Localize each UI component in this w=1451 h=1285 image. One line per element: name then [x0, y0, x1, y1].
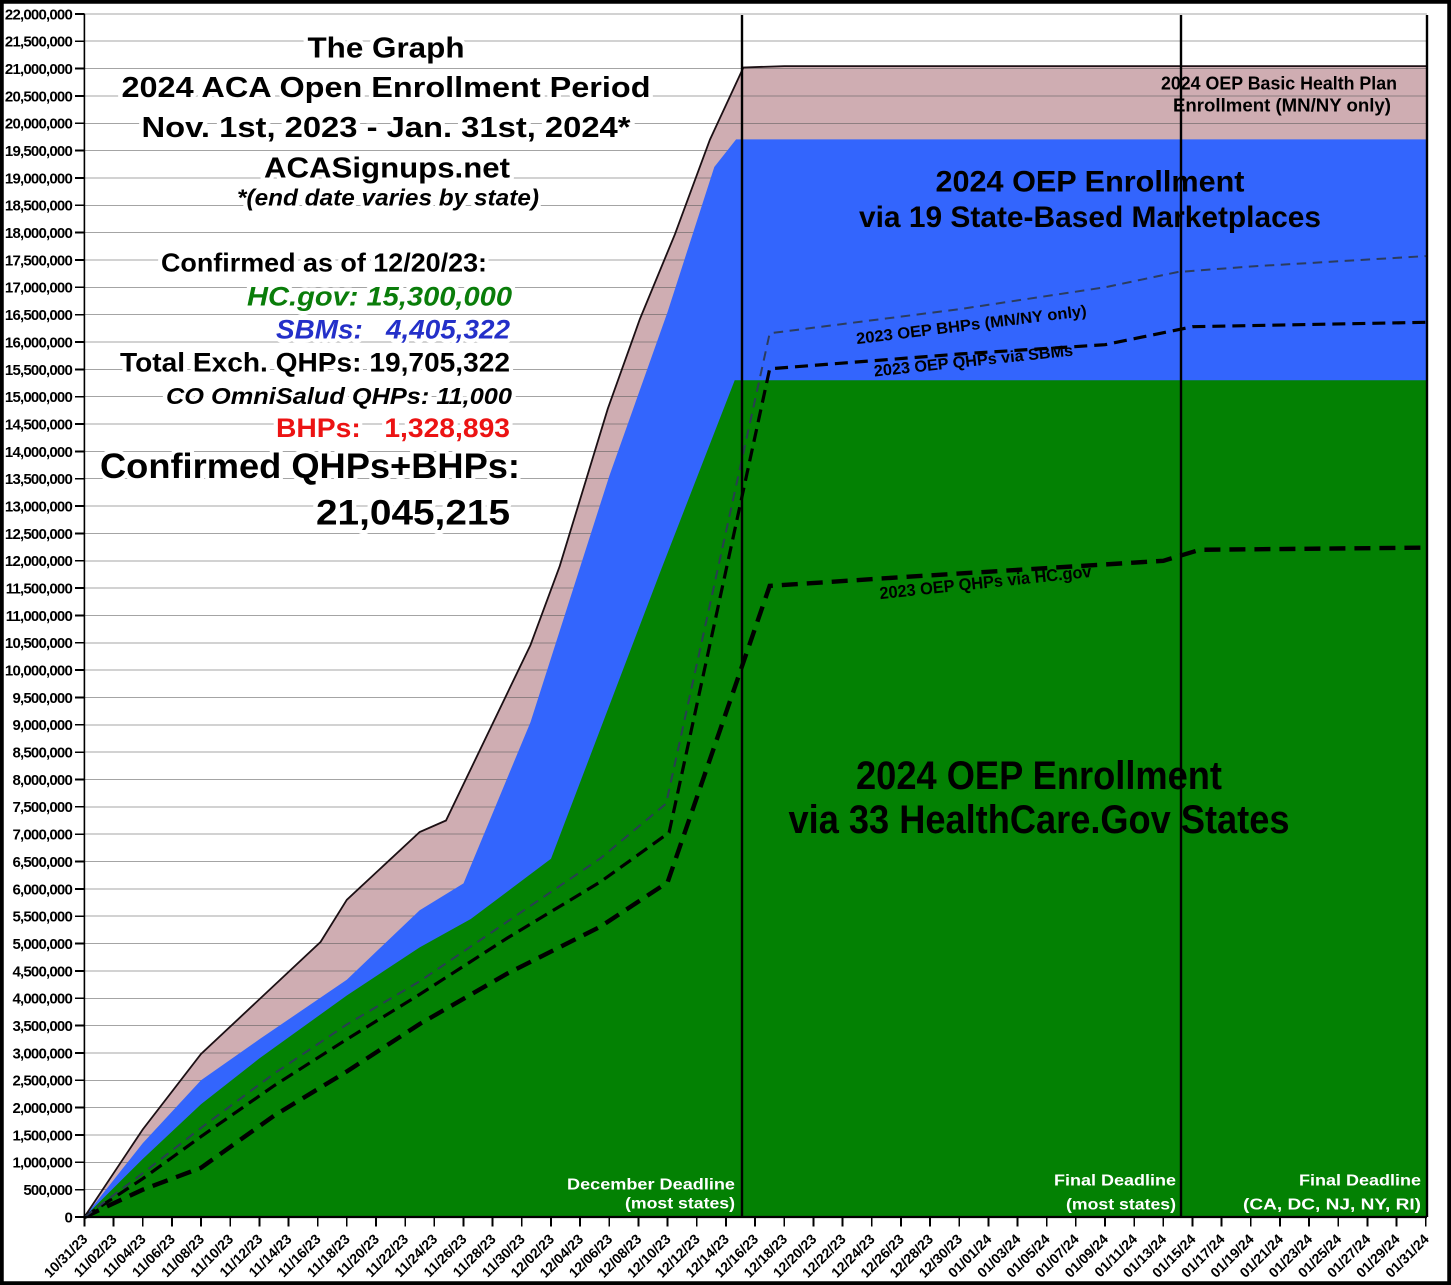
svg-text:2024 OEP Enrollment: 2024 OEP Enrollment	[936, 166, 1245, 199]
svg-text:(CA, DC, NJ, NY, RI): (CA, DC, NJ, NY, RI)	[1243, 1197, 1421, 1214]
svg-text:2024 OEP Basic Health Plan: 2024 OEP Basic Health Plan	[1161, 74, 1397, 94]
svg-text:6,000,000: 6,000,000	[12, 881, 72, 898]
svg-text:Total Exch. QHPs: 19,705,322: Total Exch. QHPs: 19,705,322	[120, 348, 510, 378]
svg-text:16,000,000: 16,000,000	[5, 334, 73, 351]
svg-text:8,500,000: 8,500,000	[12, 745, 72, 762]
svg-text:22,000,000: 22,000,000	[5, 6, 73, 23]
svg-text:via 33 HealthCare.Gov States: via 33 HealthCare.Gov States	[789, 798, 1290, 842]
svg-text:18,500,000: 18,500,000	[5, 198, 73, 215]
svg-text:14,000,000: 14,000,000	[5, 444, 73, 461]
svg-text:8,000,000: 8,000,000	[12, 772, 72, 789]
svg-text:Enrollment (MN/NY only): Enrollment (MN/NY only)	[1173, 96, 1391, 116]
svg-text:1,000,000: 1,000,000	[12, 1155, 72, 1172]
svg-text:via 19 State-Based Marketplace: via 19 State-Based Marketplaces	[859, 201, 1321, 234]
svg-text:21,045,215: 21,045,215	[316, 494, 510, 533]
svg-text:10,000,000: 10,000,000	[5, 663, 73, 680]
svg-text:Final Deadline: Final Deadline	[1299, 1173, 1421, 1190]
svg-text:2024 ACA Open Enrollment Perio: 2024 ACA Open Enrollment Period	[122, 72, 651, 104]
svg-text:15,500,000: 15,500,000	[5, 362, 73, 379]
svg-text:11,000,000: 11,000,000	[6, 608, 73, 625]
svg-text:*(end date varies by state): *(end date varies by state)	[237, 185, 539, 211]
svg-text:21,000,000: 21,000,000	[5, 61, 73, 78]
svg-text:5,000,000: 5,000,000	[12, 936, 72, 953]
svg-text:500,000: 500,000	[23, 1182, 72, 1199]
svg-text:4,500,000: 4,500,000	[12, 963, 72, 980]
svg-text:17,000,000: 17,000,000	[5, 280, 73, 297]
svg-text:12,500,000: 12,500,000	[5, 526, 73, 543]
svg-text:5,500,000: 5,500,000	[12, 909, 72, 926]
svg-text:3,000,000: 3,000,000	[12, 1045, 72, 1062]
svg-text:Final Deadline: Final Deadline	[1054, 1173, 1176, 1190]
svg-text:Confirmed QHPs+BHPs:: Confirmed QHPs+BHPs:	[100, 447, 520, 486]
svg-text:19,500,000: 19,500,000	[5, 143, 73, 160]
svg-text:December Deadline: December Deadline	[567, 1177, 735, 1194]
svg-text:CO OmniSalud QHPs: 11,000: CO OmniSalud QHPs: 11,000	[166, 383, 512, 409]
svg-text:2,000,000: 2,000,000	[12, 1100, 72, 1117]
svg-text:12,000,000: 12,000,000	[5, 553, 73, 570]
svg-text:4,000,000: 4,000,000	[12, 991, 72, 1008]
svg-text:2024 OEP Enrollment: 2024 OEP Enrollment	[856, 754, 1222, 798]
svg-text:2,500,000: 2,500,000	[12, 1073, 72, 1090]
svg-text:Confirmed as of 12/20/23:: Confirmed as of 12/20/23:	[161, 248, 487, 278]
svg-text:SBMs: 4,405,322: SBMs: 4,405,322	[276, 315, 510, 345]
svg-text:HC.gov: 15,300,000: HC.gov: 15,300,000	[247, 282, 512, 312]
svg-text:10,500,000: 10,500,000	[5, 635, 73, 652]
svg-text:0: 0	[64, 1209, 72, 1226]
svg-text:9,000,000: 9,000,000	[12, 717, 72, 734]
svg-text:21,500,000: 21,500,000	[5, 34, 73, 51]
svg-text:17,500,000: 17,500,000	[5, 252, 73, 269]
svg-text:16,500,000: 16,500,000	[5, 307, 73, 324]
svg-text:(most states): (most states)	[625, 1196, 735, 1213]
svg-text:20,000,000: 20,000,000	[5, 116, 73, 133]
svg-text:11,500,000: 11,500,000	[6, 581, 73, 598]
svg-text:18,000,000: 18,000,000	[5, 225, 73, 242]
svg-text:7,000,000: 7,000,000	[12, 827, 72, 844]
svg-text:13,000,000: 13,000,000	[5, 499, 73, 516]
svg-text:(most states): (most states)	[1066, 1197, 1176, 1214]
svg-text:BHPs: 1,328,893: BHPs: 1,328,893	[276, 413, 510, 443]
svg-text:Nov. 1st, 2023 - Jan. 31st, 20: Nov. 1st, 2023 - Jan. 31st, 2024*	[142, 112, 632, 144]
svg-text:ACASignups.net: ACASignups.net	[264, 153, 510, 185]
svg-text:6,500,000: 6,500,000	[12, 854, 72, 871]
svg-text:13,500,000: 13,500,000	[5, 471, 73, 488]
svg-text:9,500,000: 9,500,000	[12, 690, 72, 707]
svg-text:7,500,000: 7,500,000	[12, 799, 72, 816]
svg-text:The Graph: The Graph	[308, 33, 465, 65]
svg-text:3,500,000: 3,500,000	[12, 1018, 72, 1035]
svg-text:14,500,000: 14,500,000	[5, 416, 73, 433]
svg-text:19,000,000: 19,000,000	[5, 170, 73, 187]
svg-text:1,500,000: 1,500,000	[12, 1127, 72, 1144]
svg-text:15,000,000: 15,000,000	[5, 389, 73, 406]
svg-text:20,500,000: 20,500,000	[5, 88, 73, 105]
